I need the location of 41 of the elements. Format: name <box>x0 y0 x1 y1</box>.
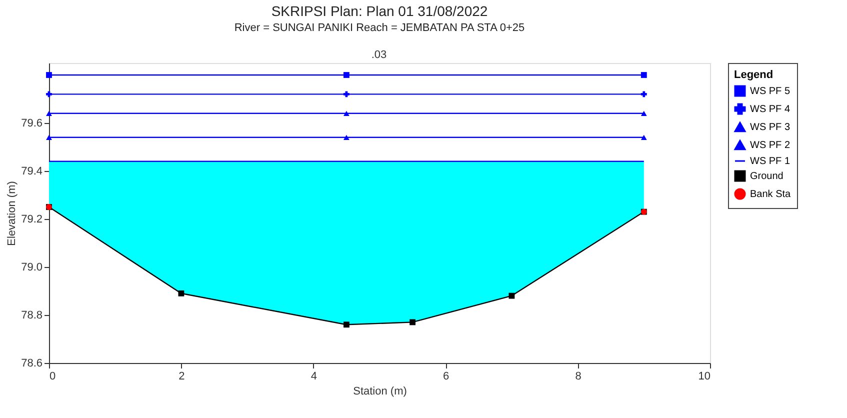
chart-subtitle: River = SUNGAI PANIKI Reach = JEMBATAN PA STA 0+25 <box>234 22 525 34</box>
point <box>46 72 52 78</box>
x-tick-label: 6 <box>443 370 450 382</box>
legend-label: WS PF 1 <box>750 156 790 167</box>
y-tick-label: 79.4 <box>21 166 42 178</box>
point <box>640 91 647 98</box>
point <box>640 72 647 78</box>
point <box>178 290 184 296</box>
x-tick-label: 4 <box>310 370 317 382</box>
point <box>343 91 350 98</box>
point <box>46 134 52 140</box>
x-tick-label: 0 <box>50 370 56 382</box>
x-tick-label: 2 <box>178 370 185 382</box>
chart-title: SKRIPSI Plan: Plan 01 31/08/2022 <box>271 3 488 19</box>
x-tick-label: 10 <box>698 370 710 382</box>
x-axis-title: Station (m) <box>353 386 407 398</box>
legend-label: Ground <box>750 171 784 182</box>
y-tick-label: 78.6 <box>21 358 42 370</box>
point <box>640 134 647 140</box>
point <box>343 322 350 328</box>
legend-title: Legend <box>734 69 774 81</box>
legend-label: WS PF 4 <box>750 104 790 115</box>
legend-label: Bank Sta <box>750 189 792 200</box>
y-tick-label: 79.0 <box>21 262 42 274</box>
point <box>343 110 350 116</box>
y-tick-label: 79.2 <box>21 214 42 226</box>
legend-label: WS PF 5 <box>750 86 790 97</box>
point <box>343 72 350 78</box>
point <box>640 110 647 116</box>
y-axis-title: Elevation (m) <box>6 181 18 246</box>
point <box>410 319 416 326</box>
y-tick-label: 78.8 <box>21 310 42 322</box>
legend-label: WS PF 3 <box>750 122 790 133</box>
y-tick-label: 79.6 <box>21 118 42 130</box>
point <box>46 110 52 116</box>
x-tick-label: 8 <box>575 370 582 382</box>
point <box>343 134 350 140</box>
point <box>508 292 515 299</box>
legend-label: WS PF 2 <box>750 140 790 151</box>
point <box>46 91 52 98</box>
text: .03 <box>371 49 387 61</box>
